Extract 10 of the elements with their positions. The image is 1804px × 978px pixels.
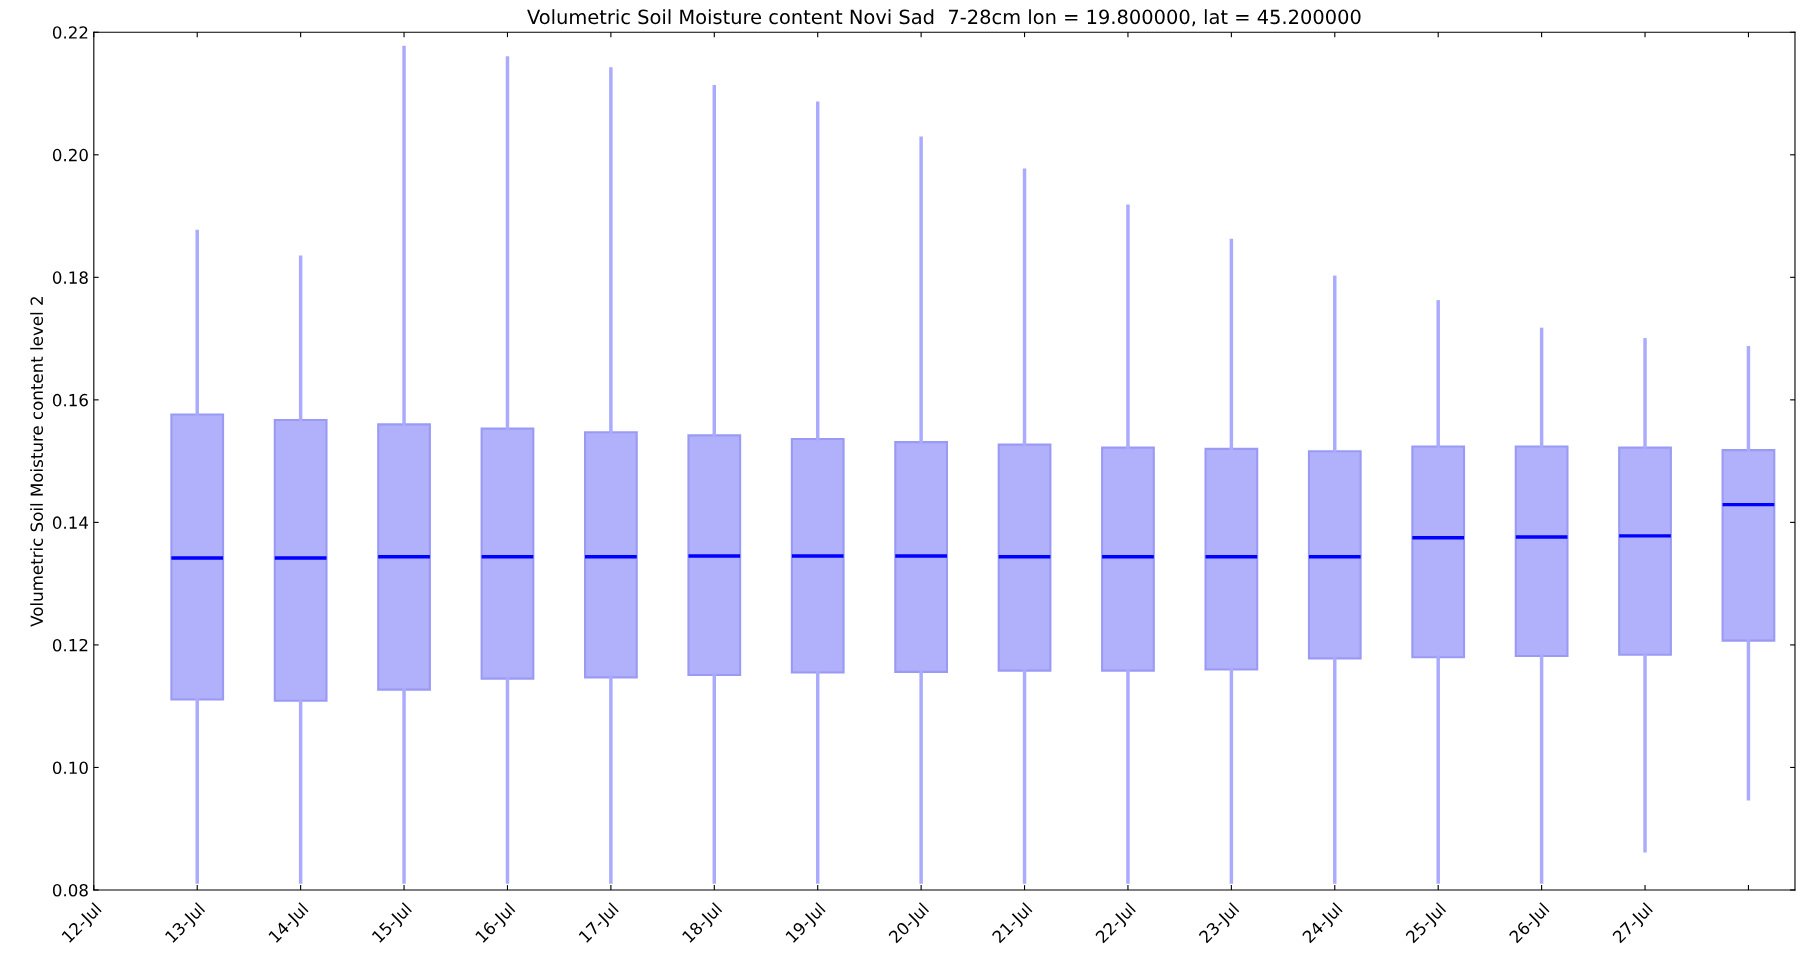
y-tick-label: 0.22 [52, 26, 88, 39]
y-tick-label: 0.14 [52, 516, 89, 529]
y-tick-label: 0.10 [52, 761, 88, 775]
y-axis-title: Volumetric Soil Moisture content level 2 [30, 297, 44, 627]
y-tick-label: 0.18 [52, 271, 88, 284]
y-tick-label: 0.08 [52, 883, 88, 897]
y-tick-label: 0.20 [52, 148, 88, 162]
y-tick-label: 0.12 [52, 638, 88, 652]
y-tick-label: 0.16 [52, 393, 88, 407]
chart-title: Volumetric Soil Moisture content Novi Sad 7-28cm lon = 19.800000, lat = 45.200000 [527, 9, 1361, 27]
